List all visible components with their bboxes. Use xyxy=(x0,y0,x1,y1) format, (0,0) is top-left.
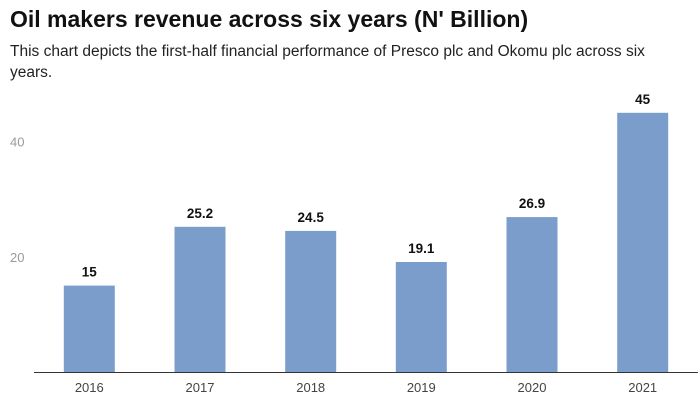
bar-2020 xyxy=(506,217,558,372)
bar-series xyxy=(63,112,669,373)
bar-2021 xyxy=(617,112,669,373)
x-tick-label-2019: 2019 xyxy=(407,380,436,395)
data-label-2020: 26.9 xyxy=(519,196,545,211)
bar-2016 xyxy=(63,285,115,372)
x-tick-label-2018: 2018 xyxy=(296,380,325,395)
x-tick-label-2017: 2017 xyxy=(186,380,215,395)
data-label-2016: 15 xyxy=(82,265,98,280)
x-tick-label-2016: 2016 xyxy=(75,380,104,395)
data-label-2019: 19.1 xyxy=(408,241,435,256)
y-tick-label-40: 40 xyxy=(10,135,24,150)
data-label-2017: 25.2 xyxy=(187,206,213,221)
x-tick-label-2021: 2021 xyxy=(628,380,657,395)
data-labels: 15 25.2 24.5 19.1 26.9 45 xyxy=(82,92,651,280)
bar-2019 xyxy=(395,262,447,372)
y-tick-label-20: 20 xyxy=(10,250,24,265)
data-label-2018: 24.5 xyxy=(298,210,325,225)
bar-2017 xyxy=(174,226,226,372)
x-axis: 2016 2017 2018 2019 2020 2021 xyxy=(75,380,657,395)
chart-title: Oil makers revenue across six years (N' … xyxy=(10,6,529,32)
chart-subtitle: This chart depicts the first-half financ… xyxy=(10,43,645,81)
bar-2018 xyxy=(285,230,337,372)
x-tick-label-2020: 2020 xyxy=(518,380,547,395)
data-label-2021: 45 xyxy=(635,92,651,107)
